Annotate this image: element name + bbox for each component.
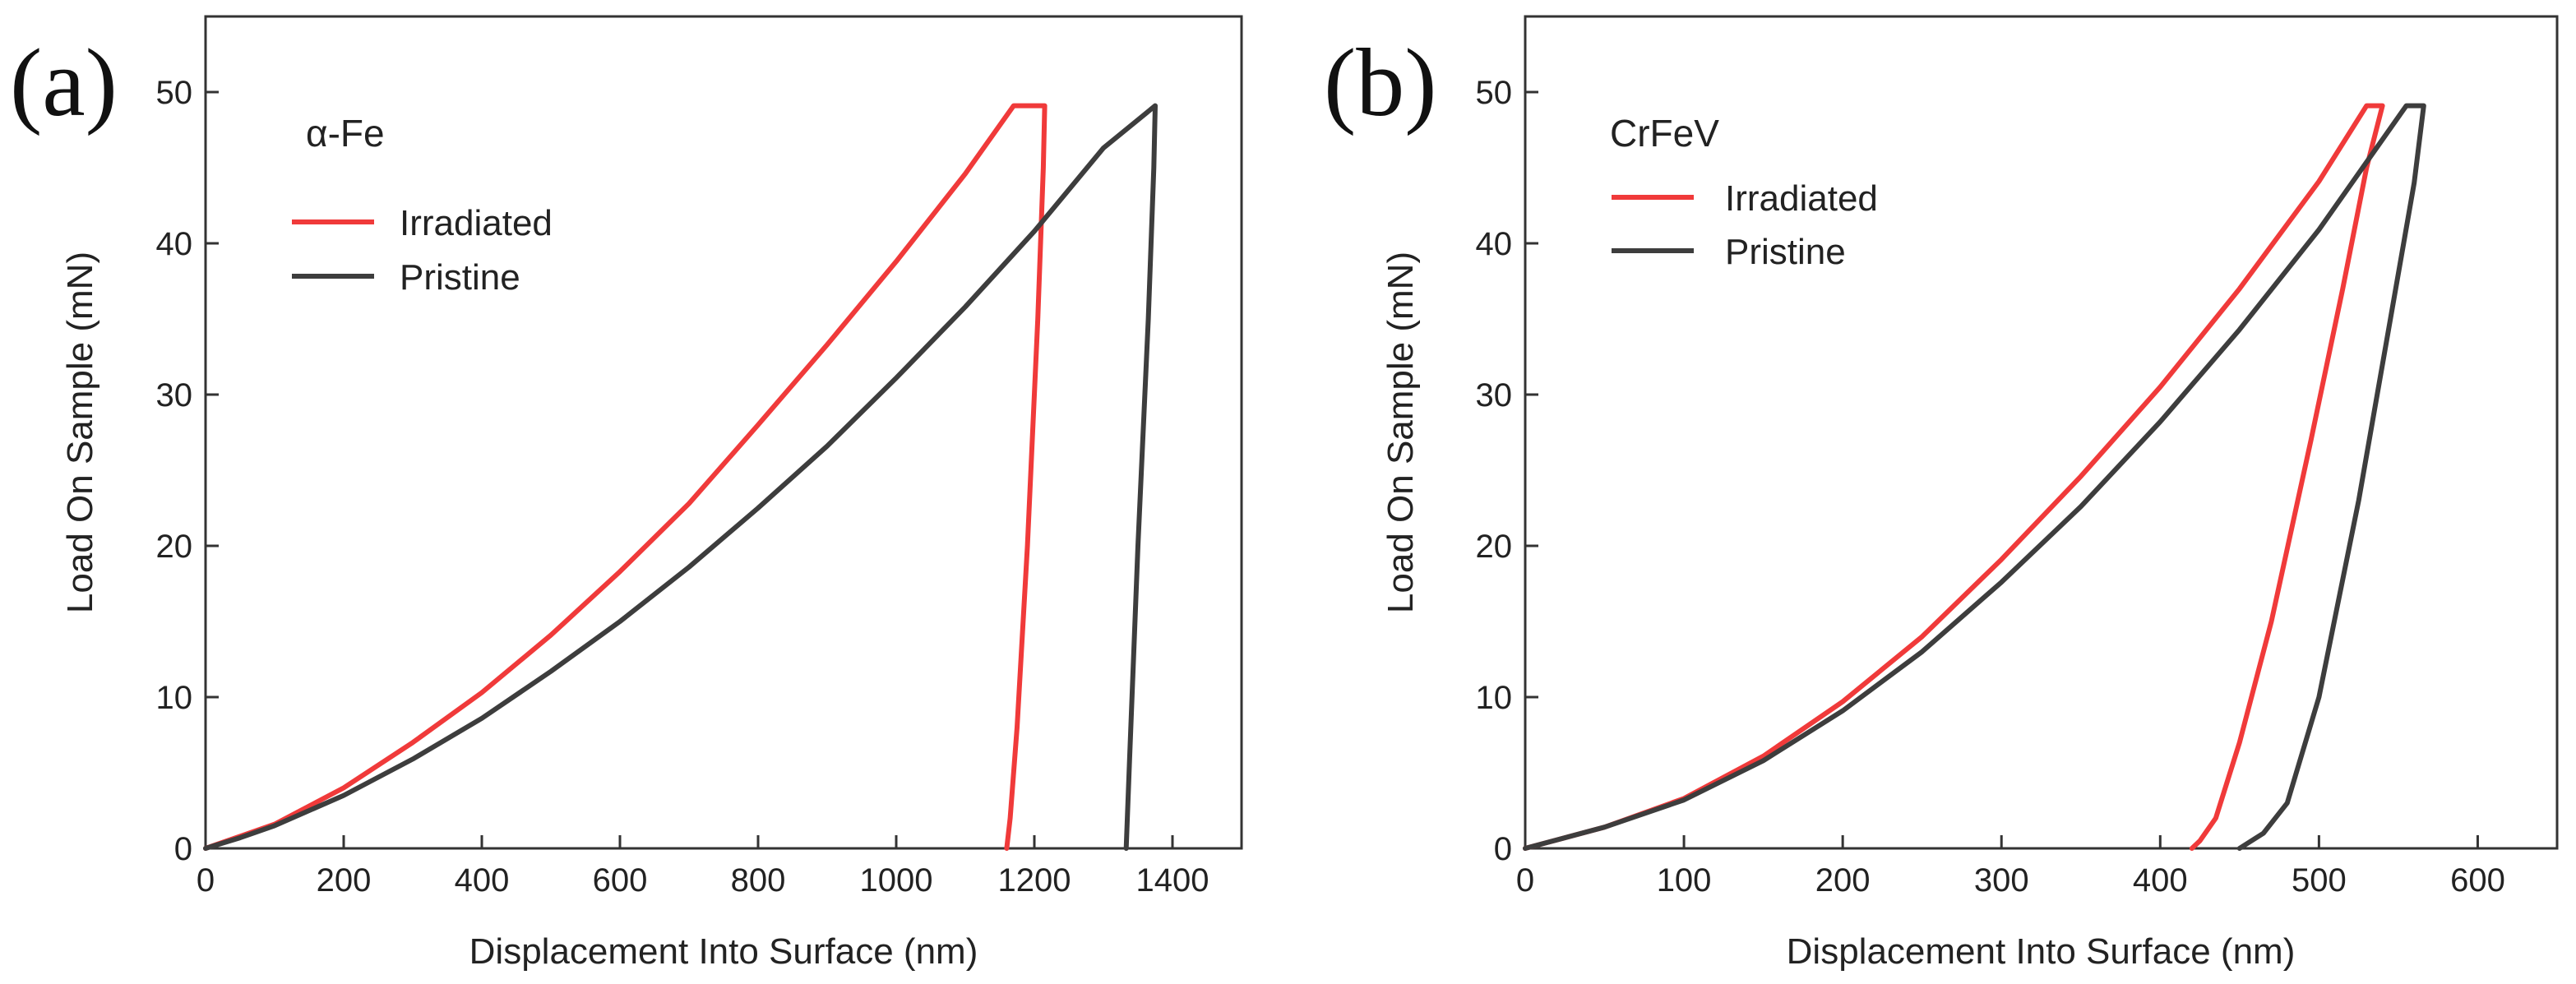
y-tick-label-a-20: 20 [156, 529, 193, 565]
legend-label-pristine-a: Pristine [400, 257, 520, 298]
y-axis-label-b: Load On Sample (mN) [1380, 252, 1421, 613]
x-tick-label-a-600: 600 [593, 862, 648, 899]
series-group-b [1523, 103, 2426, 851]
y-tick-label-a-10: 10 [156, 680, 193, 716]
x-tick-label-a-400: 400 [455, 862, 510, 899]
panel-label-a: (a) [10, 29, 118, 136]
y-tick-label-b-30: 30 [1476, 377, 1513, 413]
series-line-pristine-a [203, 103, 1158, 851]
x-tick-label-a-1000: 1000 [860, 862, 933, 899]
x-tick-label-b-0: 0 [1516, 862, 1534, 899]
y-tick-label-a-40: 40 [156, 226, 193, 262]
x-tick-label-a-1400: 1400 [1136, 862, 1209, 899]
legend-label-pristine-b: Pristine [1725, 232, 1846, 272]
series-line-pristine-b [1523, 103, 2426, 851]
y-axis-label-a: Load On Sample (mN) [60, 252, 100, 613]
axis-ticks-a: 0 200 400 600 800 1000 1200 1400 0 10 20 30 40 50 [156, 75, 1209, 899]
plot-frame-a [204, 15, 1243, 850]
y-tick-label-a-30: 30 [156, 377, 193, 413]
series-line-irradiated-b [1523, 103, 2385, 851]
plot-frame-b [1524, 15, 2559, 850]
x-axis-label-b: Displacement Into Surface (nm) [1787, 931, 2296, 972]
panel-label-b: (b) [1324, 29, 1437, 136]
x-tick-label-a-200: 200 [317, 862, 372, 899]
y-tick-label-a-50: 50 [156, 75, 193, 111]
x-tick-label-b-100: 100 [1657, 862, 1712, 899]
legend-label-irradiated-b: Irradiated [1725, 178, 1878, 219]
y-tick-label-a-0: 0 [174, 831, 192, 867]
y-tick-label-b-50: 50 [1476, 75, 1513, 111]
axis-ticks-b: 0 100 200 300 400 500 600 0 10 20 30 40 50 [1476, 75, 2505, 899]
chart-title-a: α-Fe [306, 112, 385, 155]
x-tick-label-b-400: 400 [2133, 862, 2188, 899]
x-axis-label-a: Displacement Into Surface (nm) [469, 931, 978, 972]
chart-panel-b: (b) 0 100 200 300 400 500 600 0 10 20 30 40 50 CrFeV… [1324, 15, 2559, 972]
y-tick-label-b-0: 0 [1494, 831, 1512, 867]
y-tick-label-b-40: 40 [1476, 226, 1513, 262]
x-tick-label-b-500: 500 [2292, 862, 2347, 899]
y-tick-label-b-10: 10 [1476, 680, 1513, 716]
x-tick-label-a-800: 800 [731, 862, 786, 899]
x-tick-label-a-0: 0 [197, 862, 215, 899]
x-tick-label-b-600: 600 [2450, 862, 2505, 899]
legend-label-irradiated-a: Irradiated [400, 203, 553, 243]
x-tick-label-a-1200: 1200 [998, 862, 1071, 899]
y-tick-label-b-20: 20 [1476, 529, 1513, 565]
series-line-irradiated-a [203, 103, 1048, 851]
x-tick-label-b-200: 200 [1815, 862, 1871, 899]
series-group-a [203, 103, 1158, 851]
chart-panel-a: (a) 0 200 400 600 800 1000 1200 1400 0 10 20 30 40 50… [10, 15, 1243, 972]
x-tick-label-b-300: 300 [1974, 862, 2029, 899]
chart-title-b: CrFeV [1610, 112, 1719, 155]
